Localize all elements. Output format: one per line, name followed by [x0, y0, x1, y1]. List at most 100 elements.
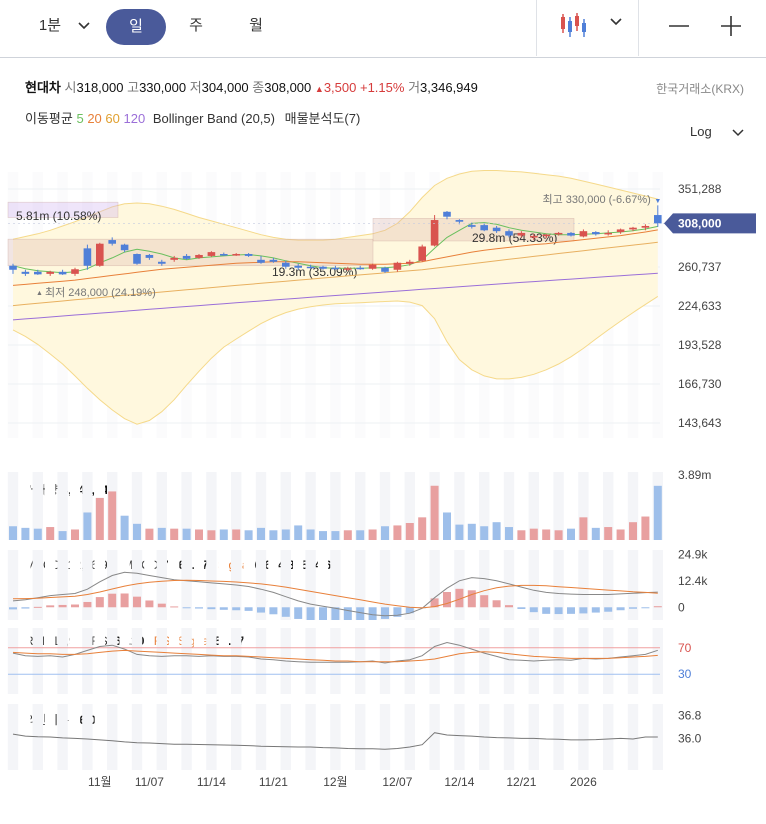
chevron-down-icon[interactable]: [610, 17, 622, 27]
rsi-column-stripe: [429, 628, 440, 694]
candle-body: [430, 220, 439, 246]
divider: [638, 0, 639, 56]
price-column-stripe: [379, 172, 391, 438]
macd-oscillator-bar: [356, 607, 365, 620]
price-column-stripe: [590, 172, 601, 438]
candle-body: [592, 232, 600, 235]
volume-bar: [207, 530, 216, 540]
macd-axis-tick-label: 24.9k: [678, 547, 708, 561]
scale-label: Log: [690, 124, 712, 139]
exchange-label: 한국거래소(KRX): [656, 82, 744, 96]
candle-body: [244, 254, 253, 256]
indicator-legend[interactable]: 이동평균 5 20 60 120 Bollinger Band (20,5) 매…: [25, 108, 360, 127]
rsi-column-stripe: [392, 628, 403, 694]
volume-column-stripe: [317, 472, 329, 540]
macd-column-stripe: [491, 550, 502, 620]
zoom-in-button[interactable]: [716, 8, 746, 44]
macd-oscillator-bar: [120, 593, 129, 608]
volume-column-stripe: [429, 472, 440, 540]
candle-body: [393, 262, 402, 270]
volume-column-stripe: [119, 472, 130, 540]
macd-column-stripe: [528, 550, 539, 620]
macd-oscillator-bar: [257, 607, 265, 613]
foreign-column-stripe: [491, 704, 502, 770]
x-axis-tick-label: 11/14: [197, 775, 226, 789]
foreign-column-stripe: [342, 704, 353, 770]
volume-bar: [480, 526, 489, 540]
volume-bar: [542, 529, 551, 540]
macd-oscillator-bar: [381, 607, 389, 619]
volume-column-stripe: [392, 472, 403, 540]
rsi-column-stripe: [379, 628, 391, 694]
macd-oscillator-bar: [579, 607, 588, 614]
rsi-column-stripe: [441, 628, 453, 694]
macd-line-value: 7,169.47: [161, 558, 209, 572]
volume-bar: [9, 526, 17, 540]
price-axis-tick-label: 143,643: [678, 416, 722, 430]
price-column-stripe: [578, 172, 589, 438]
x-axis-tick-label: 12/14: [444, 775, 474, 789]
chevron-down-icon[interactable]: [78, 21, 90, 31]
x-axis-tick-label: 11/07: [135, 775, 164, 789]
low-label: 저: [189, 80, 202, 95]
rsi-column-stripe: [268, 628, 279, 694]
tab-month[interactable]: 월: [236, 8, 276, 44]
foreign-column-stripe: [603, 704, 614, 770]
foreign-column-stripe: [181, 704, 192, 770]
price-axis-tick-label: 351,288: [678, 182, 722, 196]
period-toolbar: 1분 일 주 월: [0, 0, 766, 58]
macd-oscillator-bar: [232, 607, 241, 611]
x-axis-tick-label: 11/21: [259, 775, 288, 789]
divider: [536, 0, 537, 56]
candle-body: [71, 269, 79, 274]
price-column-stripe: [528, 172, 539, 438]
macd-column-stripe: [355, 550, 366, 620]
foreign-column-stripe: [355, 704, 366, 770]
macd-oscillator-bar: [591, 607, 600, 613]
macd-oscillator-bar: [393, 607, 402, 617]
macd-oscillator-bar: [554, 607, 563, 615]
price-column-stripe: [45, 172, 56, 438]
foreign-column-stripe: [553, 704, 564, 770]
macd-column-stripe: [541, 550, 552, 620]
volume-column-stripe: [7, 472, 19, 540]
rsi-column-stripe: [7, 628, 19, 694]
volume-bar: [294, 525, 303, 540]
tab-day[interactable]: 일: [106, 9, 166, 45]
volume-bar: [653, 485, 662, 540]
x-axis-tick-label: 12/07: [382, 775, 412, 789]
interval-label: 1분: [38, 17, 62, 34]
candle-body: [356, 267, 364, 270]
price-column-stripe: [404, 172, 415, 438]
candlestick-type-icon[interactable]: [559, 11, 589, 39]
change-percent: +1.15%: [359, 80, 405, 95]
volume-column-stripe: [528, 472, 539, 540]
rsi-params: (14,9): [48, 634, 80, 648]
foreign-column-stripe: [7, 704, 19, 770]
zoom-out-button[interactable]: [664, 8, 694, 44]
scale-select[interactable]: Log: [690, 124, 744, 139]
interval-select[interactable]: 1분: [30, 8, 70, 44]
candle-body: [641, 225, 650, 228]
price-column-stripe: [268, 172, 279, 438]
volume-column-stripe: [603, 472, 614, 540]
macd-signal-label: Signal: [217, 558, 252, 572]
moving-average-line-5: [12, 222, 658, 274]
macd-column-stripe: [367, 550, 378, 620]
volume-bar: [182, 528, 191, 540]
candle-body: [554, 232, 563, 235]
price-axis-tick-label: 193,528: [678, 338, 722, 352]
price-column-stripe: [603, 172, 614, 438]
price-axis-tick-label: 166,730: [678, 377, 722, 391]
volume-profile-box: [7, 201, 119, 218]
macd-oscillator-bar: [182, 607, 191, 609]
tab-month-label: 월: [249, 17, 263, 34]
ma-label: 이동평균: [25, 111, 73, 126]
macd-oscillator-bar: [492, 600, 501, 608]
tab-week[interactable]: 주: [176, 8, 216, 44]
macd-oscillator-bar: [145, 600, 154, 608]
bollinger-band-fill: [13, 170, 658, 425]
low-value: 304,000: [201, 80, 249, 95]
price-column-stripe: [491, 172, 502, 438]
macd-oscillator-bar: [405, 607, 414, 614]
